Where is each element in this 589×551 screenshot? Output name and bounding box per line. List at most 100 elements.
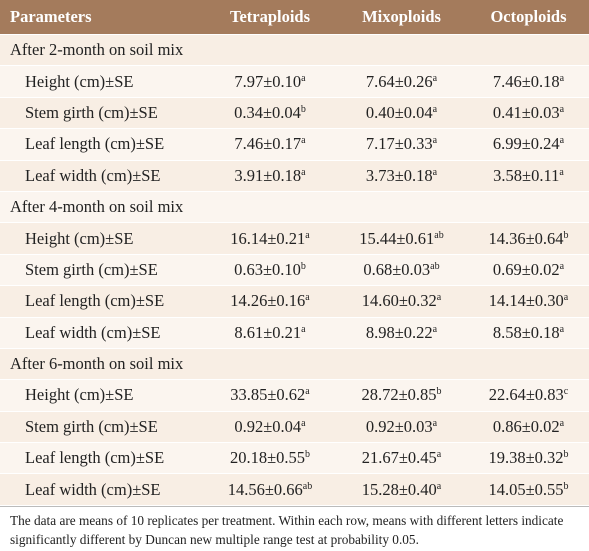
data-row: Stem girth (cm)±SE 0.92±0.04a 0.92±0.03a 0.… xyxy=(0,411,589,444)
significance-letter: a xyxy=(301,417,306,429)
value: 20.18±0.55 xyxy=(229,448,306,468)
row-label: Leaf width (cm)±SE xyxy=(25,165,161,185)
value-cell: 16.14±0.21a xyxy=(205,229,335,249)
value-cell: 8.58±0.18a xyxy=(468,323,589,343)
significance-letter: a xyxy=(559,135,565,147)
significance-letter: a xyxy=(305,386,310,398)
significance-letter: a xyxy=(432,135,438,147)
row-label: Leaf width (cm)±SE xyxy=(25,479,161,499)
value: 14.60±0.32 xyxy=(361,291,437,311)
value-cell: 0.34±0.04b xyxy=(205,103,335,123)
significance-letter: b xyxy=(563,449,569,461)
row-label: Height (cm)±SE xyxy=(25,228,134,248)
value: 3.73±0.18 xyxy=(365,165,433,185)
value-cell: 14.05±0.55b xyxy=(468,480,589,500)
value-cell: 6.99±0.24a xyxy=(468,134,589,154)
value-cell: 7.64±0.26a xyxy=(335,72,468,92)
value: 15.44±0.61 xyxy=(359,228,435,248)
header-cell: Octoploids xyxy=(490,7,567,26)
significance-letter: a xyxy=(559,72,565,84)
value: 14.56±0.66 xyxy=(227,479,303,499)
value-cell: 15.44±0.61ab xyxy=(335,229,468,249)
section-row: After 4-month on soil mix xyxy=(0,191,589,224)
value: 0.40±0.04 xyxy=(365,102,433,122)
significance-letter: b xyxy=(300,260,306,272)
data-row: Leaf length (cm)±SE 20.18±0.55b 21.67±0.45… xyxy=(0,443,589,475)
data-row: Leaf width (cm)±SE 3.91±0.18a 3.73±0.18a 3.… xyxy=(0,160,589,192)
row-label: Leaf length (cm)±SE xyxy=(25,291,165,311)
significance-letter: b xyxy=(563,480,569,492)
significance-letter: a xyxy=(305,292,310,304)
value: 0.68±0.03 xyxy=(363,259,431,279)
data-row: Height (cm)±SE 33.85±0.62a 28.72±0.85b 22.6… xyxy=(0,380,589,412)
value: 19.38±0.32 xyxy=(488,448,564,468)
row-label: Height (cm)±SE xyxy=(25,71,134,91)
significance-letter: b xyxy=(305,449,311,461)
row-label: Leaf length (cm)±SE xyxy=(25,448,165,468)
significance-letter: a xyxy=(432,323,438,335)
significance-letter: a xyxy=(301,72,306,84)
value-cell: 0.92±0.03a xyxy=(335,417,468,437)
significance-letter: a xyxy=(559,103,565,115)
row-label: Leaf width (cm)±SE xyxy=(25,322,161,342)
value: 0.41±0.03 xyxy=(492,102,560,122)
value: 7.46±0.17 xyxy=(234,134,302,154)
table-note: The data are means of 10 replicates per … xyxy=(0,506,589,551)
header-cell: Tetraploids xyxy=(229,7,311,26)
value: 3.91±0.18 xyxy=(234,165,302,185)
value: 14.26±0.16 xyxy=(230,291,306,311)
value: 0.92±0.04 xyxy=(234,416,302,436)
value: 28.72±0.85 xyxy=(361,385,437,405)
significance-letter: a xyxy=(436,292,442,304)
value: 3.58±0.11 xyxy=(493,165,560,185)
value-cell: 0.63±0.10b xyxy=(205,260,335,280)
value: 7.97±0.10 xyxy=(234,71,302,91)
value-cell: 33.85±0.62a xyxy=(205,385,335,405)
value: 14.14±0.30 xyxy=(488,291,564,311)
data-row: Height (cm)±SE 16.14±0.21a 15.44±0.61ab 14.… xyxy=(0,223,589,255)
value: 0.92±0.03 xyxy=(365,416,433,436)
significance-letter: a xyxy=(305,229,310,241)
value-cell: 15.28±0.40a xyxy=(335,480,468,500)
value-cell: 7.46±0.17a xyxy=(205,134,335,154)
value: 15.28±0.40 xyxy=(361,479,437,499)
value-cell: 0.86±0.02a xyxy=(468,417,589,437)
significance-letter: b xyxy=(563,229,569,241)
row-label: Stem girth (cm)±SE xyxy=(25,259,158,279)
value: 0.69±0.02 xyxy=(492,259,560,279)
value-cell: 0.69±0.02a xyxy=(468,260,589,280)
significance-letter: a xyxy=(432,72,438,84)
value-cell: 14.36±0.64b xyxy=(468,229,589,249)
row-label: Stem girth (cm)±SE xyxy=(25,416,158,436)
value: 21.67±0.45 xyxy=(361,448,437,468)
section-row: After 2-month on soil mix xyxy=(0,35,589,67)
significance-letter: a xyxy=(559,166,564,178)
significance-letter: b xyxy=(300,103,306,115)
header-cell: Parameters xyxy=(10,7,92,26)
value-cell: 14.14±0.30a xyxy=(468,291,589,311)
significance-letter: ab xyxy=(434,229,444,241)
significance-letter: a xyxy=(559,323,565,335)
value-cell: 7.97±0.10a xyxy=(205,72,335,92)
significance-letter: a xyxy=(436,480,442,492)
data-row: Leaf width (cm)±SE 14.56±0.66 a b 15.28±0.40… xyxy=(0,474,589,506)
value: 7.17±0.33 xyxy=(365,134,433,154)
value: 0.63±0.10 xyxy=(234,259,301,279)
significance-letter: a xyxy=(432,103,438,115)
value-cell: 8.98±0.22a xyxy=(335,323,468,343)
significance-letter: a xyxy=(436,449,442,461)
data-row: Height (cm)±SE 7.97±0.10a 7.64±0.26a 7.46±0… xyxy=(0,66,589,98)
value: 8.61±0.21 xyxy=(234,322,302,342)
value-cell: 20.18±0.55b xyxy=(205,448,335,468)
data-row: Leaf length (cm)±SE 14.26±0.16a 14.60±0.32… xyxy=(0,286,589,318)
significance-letter: a xyxy=(301,135,306,147)
significance-letter: a xyxy=(559,417,565,429)
data-row: Leaf length (cm)±SE 7.46±0.17a 7.17±0.33a 6… xyxy=(0,129,589,161)
value-cell: 7.46±0.18a xyxy=(468,72,589,92)
row-label: Stem girth (cm)±SE xyxy=(25,102,158,122)
value-cell: 7.17±0.33a xyxy=(335,134,468,154)
data-row: Stem girth (cm)±SE 0.34±0.04b 0.40±0.04a 0.… xyxy=(0,97,589,130)
value: 14.05±0.55 xyxy=(488,479,564,499)
significance-letter: a xyxy=(432,417,438,429)
